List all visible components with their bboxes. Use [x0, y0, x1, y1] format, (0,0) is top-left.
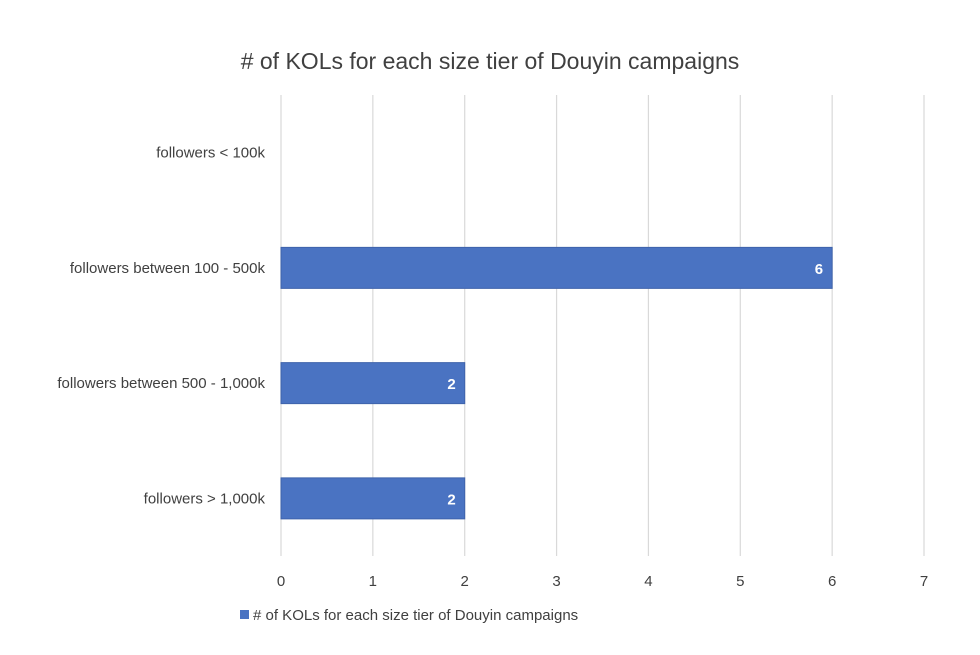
category-label: followers < 100k [156, 145, 265, 162]
data-label: 2 [447, 491, 455, 508]
x-tick-label: 3 [552, 573, 560, 590]
legend-swatch [240, 610, 249, 619]
x-tick-label: 1 [369, 573, 377, 590]
legend-label: # of KOLs for each size tier of Douyin c… [253, 607, 578, 624]
chart-title: # of KOLs for each size tier of Douyin c… [241, 48, 740, 74]
category-labels: followers < 100k followers between 100 - … [57, 145, 265, 508]
x-tick-label: 7 [920, 573, 928, 590]
x-tick-label: 5 [736, 573, 744, 590]
bars [280, 246, 833, 520]
data-label: 2 [447, 376, 455, 393]
category-label: followers > 1,000k [144, 490, 266, 507]
bar [280, 362, 466, 405]
legend: # of KOLs for each size tier of Douyin c… [240, 607, 578, 624]
category-label: followers between 500 - 1,000k [57, 375, 265, 392]
bar [280, 246, 833, 289]
data-label: 6 [815, 261, 823, 278]
bar [280, 477, 466, 520]
gridlines [280, 95, 925, 556]
data-labels: 6 2 2 [447, 261, 823, 509]
category-label: followers between 100 - 500k [70, 260, 266, 277]
x-tick-label: 4 [644, 573, 652, 590]
x-tick-label: 0 [277, 573, 285, 590]
x-tick-labels: 0 1 2 3 4 5 6 7 [277, 573, 928, 590]
x-tick-label: 2 [461, 573, 469, 590]
x-tick-label: 6 [828, 573, 836, 590]
